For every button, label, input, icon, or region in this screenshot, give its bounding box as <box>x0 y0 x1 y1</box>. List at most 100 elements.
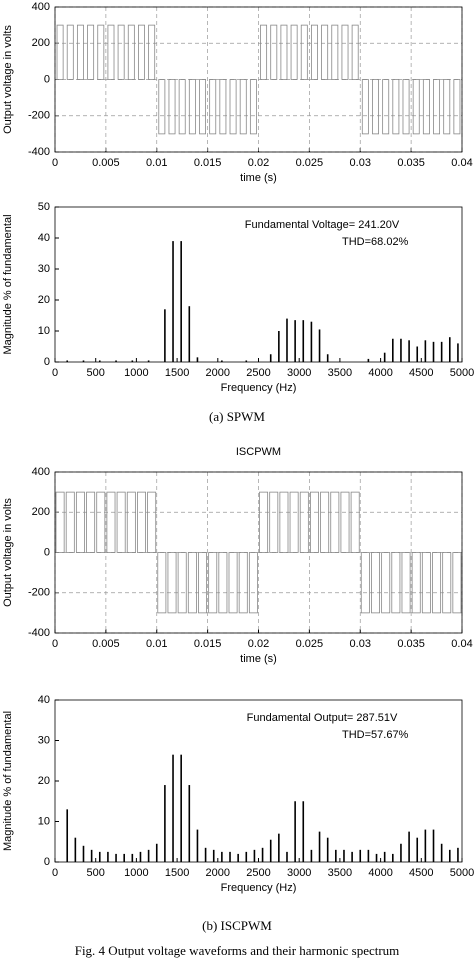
bar <box>245 360 248 362</box>
pulse <box>138 24 145 80</box>
pulse <box>188 79 196 135</box>
bar <box>269 354 272 362</box>
x-tick-label: 0.04 <box>451 638 472 650</box>
bar <box>164 309 166 362</box>
x-axis-label: time (s) <box>240 172 277 184</box>
bar <box>147 360 150 362</box>
bar <box>383 851 386 862</box>
x-tick-label: 4000 <box>368 867 392 879</box>
bar <box>400 338 402 362</box>
x-tick-label: 1500 <box>165 367 189 379</box>
y-axis-label: Output voltage in volts <box>2 498 14 607</box>
bar <box>457 847 459 862</box>
bar <box>440 843 443 862</box>
pulse <box>279 491 289 553</box>
caption: (b) ISCPWM <box>202 918 272 933</box>
bar <box>212 849 215 862</box>
annotation: Fundamental Output= 287.51V <box>247 712 398 724</box>
bar <box>408 831 410 862</box>
bar <box>180 241 182 362</box>
bar <box>123 853 125 862</box>
pulse <box>127 24 135 80</box>
bar <box>221 360 223 362</box>
pulse <box>208 552 218 614</box>
pulse <box>87 24 95 80</box>
x-tick-label: 0.02 <box>248 157 269 169</box>
y-tick-label: 0 <box>44 856 50 868</box>
caption: Fig. 4 Output voltage waveforms and thei… <box>75 943 400 958</box>
x-tick-label: 5000 <box>450 367 474 379</box>
bar <box>326 354 329 362</box>
bar <box>424 340 427 362</box>
x-tick-label: 0.015 <box>194 638 222 650</box>
bar <box>172 754 174 862</box>
pulse <box>96 491 106 553</box>
pulse <box>219 79 227 135</box>
pulse <box>75 491 85 553</box>
pulse <box>371 552 380 614</box>
pulse <box>433 79 441 135</box>
x-tick-label: 3000 <box>287 367 311 379</box>
x-tick-label: 3000 <box>287 867 311 879</box>
bar <box>416 346 419 362</box>
bar <box>261 847 264 862</box>
y-axis-label: Magnitude % of fundamental <box>2 214 14 354</box>
pulse <box>351 24 359 80</box>
pulse <box>432 552 442 614</box>
x-tick-label: 0.02 <box>248 638 269 650</box>
bar <box>383 352 386 362</box>
x-tick-label: 2000 <box>206 367 230 379</box>
pulse <box>372 79 379 135</box>
x-tick-label: 2000 <box>206 867 230 879</box>
x-tick-label: 0 <box>52 367 58 379</box>
pulse <box>361 79 369 135</box>
x-tick-label: 5000 <box>450 867 474 879</box>
x-tick-label: 0.035 <box>397 157 425 169</box>
pulse <box>66 24 74 80</box>
bar <box>392 338 394 362</box>
bar <box>351 851 353 862</box>
bar <box>90 849 93 862</box>
y-tick-label: 400 <box>32 466 50 478</box>
bar <box>74 837 77 862</box>
x-tick-label: 2500 <box>246 367 270 379</box>
pulse <box>442 552 452 614</box>
x-tick-label: 3500 <box>328 367 352 379</box>
pulse <box>167 552 177 614</box>
plot-frame <box>54 699 463 863</box>
plot-frame <box>54 6 463 153</box>
pulse <box>320 491 330 553</box>
bar <box>278 833 280 862</box>
x-tick-label: 0.03 <box>350 638 371 650</box>
bar <box>237 853 239 862</box>
pulse <box>391 552 401 614</box>
bar <box>408 340 410 362</box>
y-tick-label: 40 <box>38 232 50 244</box>
bar <box>269 839 272 862</box>
pulse <box>392 79 400 135</box>
y-tick-label: -200 <box>28 110 50 122</box>
bar <box>188 785 191 862</box>
pulse <box>452 552 462 614</box>
bar <box>66 809 69 862</box>
pulse <box>270 24 278 80</box>
x-tick-label: 0 <box>52 157 58 169</box>
bar <box>359 849 362 862</box>
x-tick-label: 4500 <box>409 367 433 379</box>
pulse <box>86 491 96 553</box>
pulse <box>238 552 248 614</box>
pulse <box>137 491 146 553</box>
pulse <box>331 24 339 80</box>
pulse <box>269 491 279 553</box>
pulse <box>56 24 64 80</box>
x-axis-label: Frequency (Hz) <box>221 882 297 894</box>
y-tick-label: 10 <box>38 325 50 337</box>
bar <box>310 321 313 362</box>
y-tick-label: 50 <box>38 201 50 213</box>
pulse <box>289 491 299 553</box>
pulse <box>330 491 340 553</box>
pulse <box>411 552 421 614</box>
bar <box>221 851 223 862</box>
x-tick-label: 500 <box>87 867 105 879</box>
pulse <box>209 79 217 135</box>
